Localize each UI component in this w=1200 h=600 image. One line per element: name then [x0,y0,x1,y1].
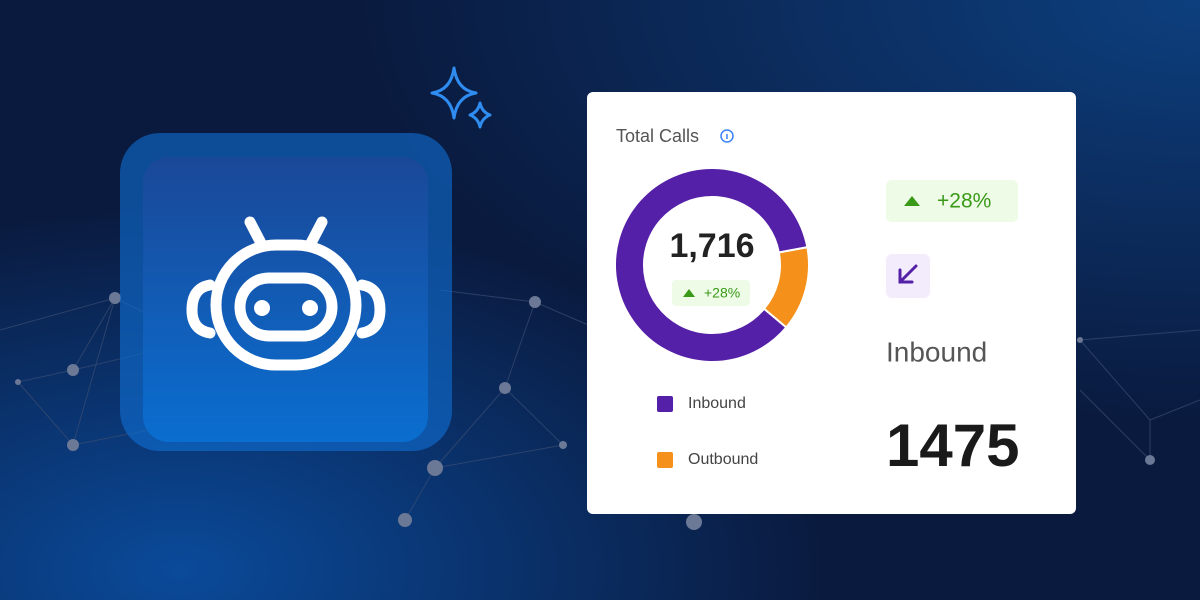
selected-value: 1475 [886,412,1019,479]
change-value: +28% [937,190,991,213]
total-value: 1,716 [669,227,754,265]
card-title: Total Calls [616,126,699,146]
robot-eye [302,300,318,316]
center-badge [672,280,750,306]
robot-icon [186,216,386,371]
donut-segment [614,167,809,363]
legend-swatch [657,396,673,412]
info-icon [720,129,734,143]
robot-eye [254,300,270,316]
legend-label: Inbound [688,395,746,412]
legend-swatch [657,452,673,468]
sparkles [430,66,492,129]
change-badge [886,180,1018,222]
up-arrow [683,289,695,297]
center-change: +28% [704,285,740,301]
legend-label: Outbound [688,451,758,468]
icon-tile [143,157,428,442]
selected-category: Inbound [886,336,987,367]
network-nodes [15,292,1155,530]
up-arrow [904,196,920,206]
donut-segment [762,246,810,329]
inbound-arrow [898,264,918,284]
